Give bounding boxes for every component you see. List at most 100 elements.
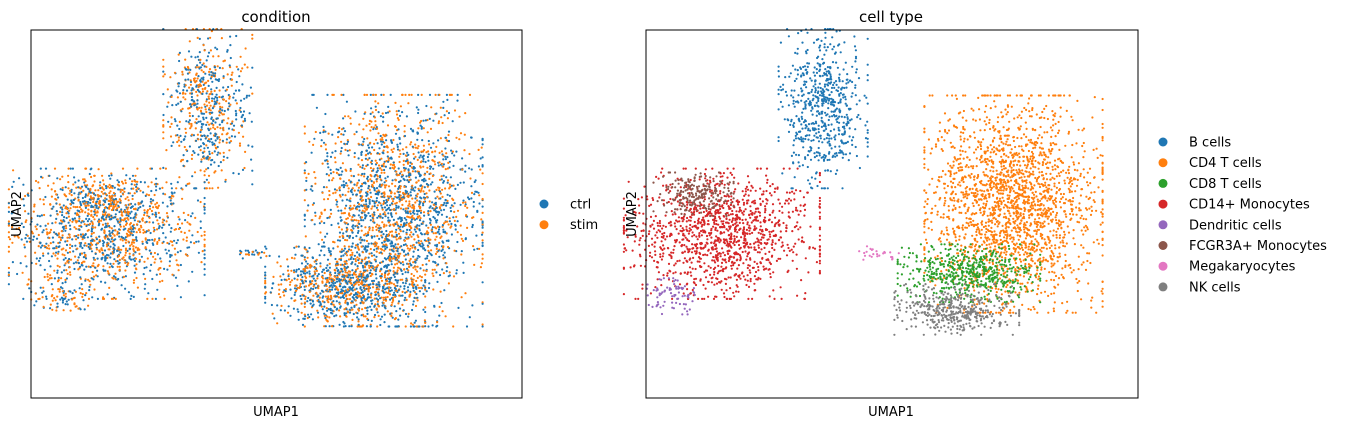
data-point	[405, 221, 408, 224]
data-point	[343, 245, 346, 248]
data-point	[376, 152, 379, 155]
data-point	[386, 310, 389, 313]
data-point	[393, 125, 397, 128]
data-point	[388, 219, 391, 222]
data-point	[314, 286, 317, 289]
data-point	[407, 168, 410, 171]
data-point	[334, 271, 337, 275]
data-point	[441, 188, 444, 191]
data-point	[367, 184, 370, 188]
data-point	[124, 227, 127, 230]
data-point	[214, 95, 217, 99]
data-point	[308, 275, 311, 278]
data-point	[391, 197, 394, 200]
data-point	[143, 209, 146, 212]
data-point	[407, 102, 410, 105]
data-point	[360, 219, 363, 222]
data-point	[422, 160, 425, 163]
data-point	[341, 162, 344, 165]
data-point	[369, 112, 372, 115]
data-point	[335, 203, 338, 206]
data-point	[81, 246, 84, 250]
data-point	[173, 247, 176, 250]
data-point	[352, 312, 355, 316]
data-point	[88, 289, 91, 292]
data-point	[94, 204, 97, 207]
data-point	[168, 223, 171, 226]
data-point	[391, 200, 395, 203]
data-point	[368, 228, 371, 232]
data-point	[415, 241, 418, 244]
data-point	[315, 262, 318, 265]
data-point	[312, 294, 315, 297]
data-point	[210, 75, 213, 78]
data-point	[397, 289, 400, 292]
data-point	[404, 258, 407, 261]
data-point	[323, 301, 326, 304]
data-point	[412, 278, 415, 281]
data-point	[202, 70, 205, 74]
data-point	[361, 172, 364, 176]
data-point	[221, 139, 224, 142]
data-point	[361, 182, 364, 185]
data-point	[356, 296, 359, 299]
data-point	[418, 229, 421, 232]
data-point	[317, 287, 320, 290]
data-point	[205, 100, 208, 103]
data-point	[418, 243, 421, 247]
data-point	[206, 90, 209, 93]
data-point	[342, 117, 345, 120]
data-point	[443, 201, 446, 204]
data-point	[367, 180, 370, 183]
data-point	[478, 247, 481, 250]
data-point	[239, 70, 242, 73]
data-point	[251, 37, 254, 40]
data-point	[206, 134, 209, 137]
data-point	[157, 204, 160, 207]
data-point	[409, 161, 412, 164]
data-point	[199, 58, 202, 62]
data-point	[422, 190, 425, 193]
data-point	[165, 212, 169, 215]
data-point	[148, 216, 151, 219]
data-point	[386, 265, 389, 268]
data-point	[403, 217, 406, 220]
data-point	[290, 279, 294, 282]
data-point	[324, 143, 327, 146]
data-point	[397, 217, 400, 220]
data-point	[40, 175, 43, 178]
data-point	[349, 167, 352, 171]
data-point	[439, 106, 442, 109]
data-point	[343, 274, 346, 277]
data-point	[338, 187, 341, 190]
data-point	[68, 219, 72, 222]
data-point	[390, 230, 394, 233]
data-point	[211, 141, 214, 144]
data-point	[137, 203, 140, 206]
data-point	[242, 110, 246, 113]
data-point	[341, 199, 344, 202]
data-point	[79, 200, 82, 204]
data-point	[391, 179, 394, 182]
data-point	[319, 131, 322, 134]
data-point	[207, 167, 210, 170]
data-point	[79, 245, 82, 248]
data-point	[370, 254, 374, 257]
data-point	[375, 199, 378, 202]
data-point	[360, 211, 363, 214]
data-point	[190, 133, 194, 136]
data-point	[58, 265, 61, 268]
data-point	[388, 293, 392, 296]
data-point	[179, 100, 182, 103]
data-point	[56, 234, 59, 237]
data-point	[424, 249, 427, 252]
data-point	[422, 144, 425, 147]
data-point	[153, 193, 156, 197]
data-point	[397, 256, 400, 259]
data-point	[418, 224, 421, 227]
data-point	[213, 171, 216, 174]
data-point	[360, 225, 363, 228]
data-point	[481, 231, 484, 234]
data-point	[432, 232, 435, 235]
data-point	[325, 266, 328, 270]
